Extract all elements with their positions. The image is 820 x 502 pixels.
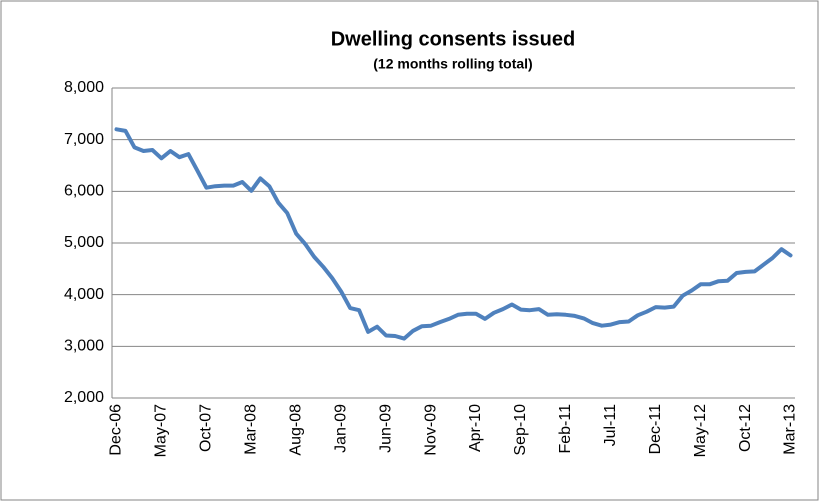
y-tick-label: 4,000 (64, 286, 104, 303)
x-tick-label: Apr-10 (467, 404, 484, 452)
y-tick-label: 7,000 (64, 131, 104, 148)
x-tick-label: Mar-13 (782, 404, 799, 455)
x-tick-label: May-07 (153, 404, 170, 457)
x-tick-label: Oct-07 (198, 404, 215, 452)
y-tick-label: 3,000 (64, 338, 104, 355)
chart-subtitle: (12 months rolling total) (373, 56, 532, 72)
chart-title: Dwelling consents issued (331, 28, 576, 50)
x-tick-label: Feb-11 (557, 404, 574, 454)
data-line (114, 127, 793, 341)
x-tick-label: Aug-08 (287, 404, 304, 456)
x-tick-label: Sep-10 (512, 404, 529, 456)
x-tick-label: Dec-06 (108, 404, 125, 456)
x-tick-label: Dec-11 (647, 404, 664, 454)
x-tick-label: Mar-08 (243, 404, 260, 455)
x-tick-label: Oct-12 (737, 404, 754, 452)
x-tick-label: Jul-11 (602, 404, 619, 446)
x-tick-label: Jun-09 (377, 404, 394, 453)
y-tick-label: 2,000 (64, 389, 104, 406)
x-tick-label: Nov-09 (422, 404, 439, 456)
x-tick-label: Jan-09 (332, 404, 349, 453)
y-tick-label: 5,000 (64, 234, 104, 251)
y-tick-label: 8,000 (64, 79, 104, 96)
x-tick-label: May-12 (692, 404, 709, 457)
y-tick-label: 6,000 (64, 183, 104, 200)
